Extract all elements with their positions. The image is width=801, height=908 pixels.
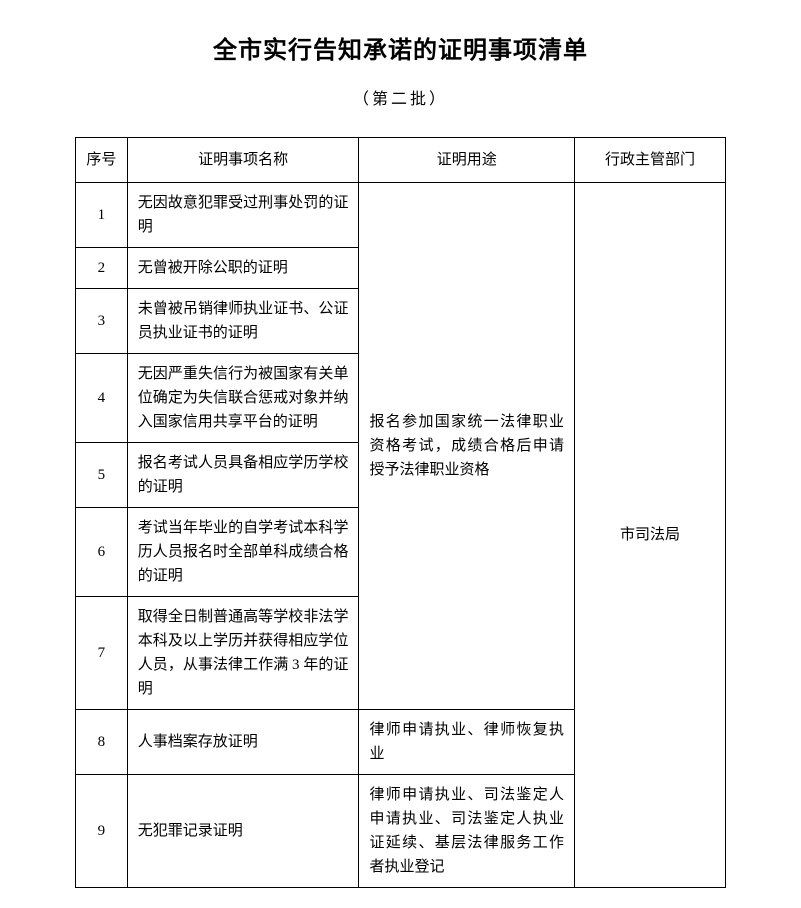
document-subtitle: （第二批） [75,85,726,109]
table-header-row: 序号 证明事项名称 证明用途 行政主管部门 [76,138,726,183]
cell-num: 3 [76,289,128,354]
cell-num: 8 [76,710,128,775]
cell-name: 考试当年毕业的自学考试本科学历人员报名时全部单科成绩合格的证明 [127,508,359,597]
document-title: 全市实行告知承诺的证明事项清单 [75,30,726,65]
header-dept: 行政主管部门 [575,138,726,183]
cell-name: 无因故意犯罪受过刑事处罚的证明 [127,183,359,248]
header-num: 序号 [76,138,128,183]
cell-name: 报名考试人员具备相应学历学校的证明 [127,443,359,508]
cell-num: 2 [76,248,128,289]
cell-name: 无犯罪记录证明 [127,775,359,888]
items-table: 序号 证明事项名称 证明用途 行政主管部门 1 无因故意犯罪受过刑事处罚的证明 … [75,137,726,888]
cell-name: 人事档案存放证明 [127,710,359,775]
cell-num: 5 [76,443,128,508]
document-page: 全市实行告知承诺的证明事项清单 （第二批） 序号 证明事项名称 证明用途 行政主… [0,0,801,908]
header-name: 证明事项名称 [127,138,359,183]
cell-name: 无曾被开除公职的证明 [127,248,359,289]
cell-num: 4 [76,354,128,443]
cell-dept: 市司法局 [575,183,726,888]
header-use: 证明用途 [359,138,575,183]
cell-use-row9: 律师申请执业、司法鉴定人申请执业、司法鉴定人执业证延续、基层法律服务工作者执业登… [359,775,575,888]
cell-name: 取得全日制普通高等学校非法学本科及以上学历并获得相应学位人员，从事法律工作满 3… [127,597,359,710]
cell-num: 6 [76,508,128,597]
cell-num: 9 [76,775,128,888]
cell-name: 未曾被吊销律师执业证书、公证员执业证书的证明 [127,289,359,354]
cell-use-row8: 律师申请执业、律师恢复执业 [359,710,575,775]
cell-name: 无因严重失信行为被国家有关单位确定为失信联合惩戒对象并纳入国家信用共享平台的证明 [127,354,359,443]
table-row: 1 无因故意犯罪受过刑事处罚的证明 报名参加国家统一法律职业资格考试，成绩合格后… [76,183,726,248]
cell-num: 1 [76,183,128,248]
cell-use-group1: 报名参加国家统一法律职业资格考试，成绩合格后申请授予法律职业资格 [359,183,575,710]
cell-num: 7 [76,597,128,710]
